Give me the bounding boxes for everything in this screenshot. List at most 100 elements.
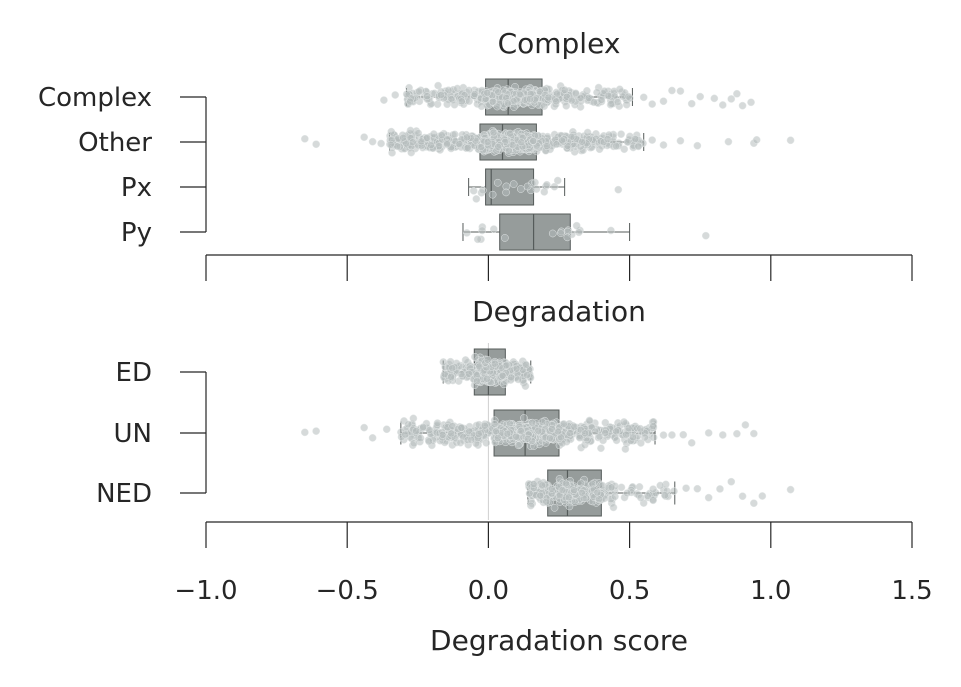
data-point xyxy=(494,142,503,151)
outlier-point xyxy=(733,89,741,98)
data-point xyxy=(548,229,557,238)
data-point xyxy=(493,178,502,187)
data-point xyxy=(656,481,665,490)
data-point xyxy=(437,131,446,140)
data-point xyxy=(465,369,473,378)
data-point xyxy=(613,98,622,106)
outlier-point xyxy=(752,136,761,144)
outlier-point xyxy=(718,101,727,109)
data-point xyxy=(492,427,500,436)
data-point xyxy=(577,488,586,497)
data-point xyxy=(565,502,574,511)
data-point xyxy=(457,423,466,432)
outlier-point xyxy=(659,97,668,106)
data-point xyxy=(562,479,570,488)
outlier-point xyxy=(693,484,702,493)
data-point xyxy=(522,360,530,369)
data-point xyxy=(595,432,604,441)
data-point xyxy=(617,130,625,139)
data-point xyxy=(472,195,481,203)
data-point xyxy=(494,434,502,442)
data-point xyxy=(531,178,539,187)
data-point xyxy=(386,140,395,149)
data-point xyxy=(467,436,476,444)
data-point xyxy=(607,226,615,235)
data-point xyxy=(483,138,492,146)
data-point xyxy=(609,503,618,512)
data-point xyxy=(465,97,473,106)
data-point xyxy=(590,98,598,107)
data-point xyxy=(457,97,466,106)
data-point xyxy=(611,492,619,501)
data-point xyxy=(517,427,525,435)
data-point xyxy=(617,483,626,492)
data-point xyxy=(407,148,416,157)
category-label: UN xyxy=(114,419,152,449)
outlier-point xyxy=(747,98,755,107)
data-point xyxy=(552,140,561,149)
outlier-point xyxy=(668,431,676,439)
data-point xyxy=(410,439,418,448)
x-axis-label: Degradation score xyxy=(430,624,688,657)
data-point xyxy=(508,141,517,149)
data-point xyxy=(512,364,521,373)
data-point xyxy=(622,100,631,109)
data-point xyxy=(502,361,511,370)
outlier-point xyxy=(639,93,648,102)
outlier-point xyxy=(704,429,713,437)
data-point xyxy=(615,85,624,94)
data-point xyxy=(489,225,498,233)
data-point xyxy=(612,427,621,436)
data-point xyxy=(570,498,579,506)
data-point xyxy=(453,84,462,93)
data-point xyxy=(567,96,576,105)
data-point xyxy=(563,233,572,242)
data-point xyxy=(593,88,601,97)
data-point xyxy=(514,375,523,384)
data-point xyxy=(538,418,547,426)
data-point xyxy=(463,229,471,237)
data-point xyxy=(649,485,657,493)
data-point xyxy=(429,130,438,138)
data-point xyxy=(554,427,562,436)
data-point xyxy=(477,102,486,111)
data-point xyxy=(532,185,541,193)
data-point xyxy=(473,377,481,385)
data-point xyxy=(477,143,485,151)
data-point xyxy=(570,422,579,431)
data-point xyxy=(402,90,411,99)
outlier-point xyxy=(733,429,741,438)
data-point xyxy=(416,434,425,443)
data-point xyxy=(461,356,470,364)
x-tick-label: 1.0 xyxy=(750,576,791,606)
data-point xyxy=(540,102,549,111)
data-point xyxy=(409,414,418,423)
panel-title: Degradation xyxy=(472,295,646,328)
data-point xyxy=(483,88,492,97)
outlier-point xyxy=(312,427,320,435)
data-point xyxy=(456,438,465,447)
data-point xyxy=(572,221,581,230)
data-point xyxy=(542,180,551,189)
data-point xyxy=(536,491,545,500)
data-point xyxy=(623,489,632,497)
data-point xyxy=(414,129,423,138)
data-point xyxy=(558,136,566,145)
category-label: Other xyxy=(78,128,152,158)
data-point xyxy=(406,97,414,106)
data-point xyxy=(517,185,525,193)
data-point xyxy=(506,129,514,138)
category-label: Px xyxy=(121,173,152,203)
category-label: NED xyxy=(96,479,152,509)
points-un xyxy=(300,414,758,453)
data-point xyxy=(624,424,633,433)
data-point xyxy=(415,87,423,96)
data-point xyxy=(620,145,629,154)
data-point xyxy=(520,414,528,422)
data-point xyxy=(595,145,604,154)
data-point xyxy=(670,487,678,496)
data-point xyxy=(450,130,459,139)
outlier-point xyxy=(727,95,736,103)
data-point xyxy=(528,418,537,427)
data-point xyxy=(641,433,649,442)
